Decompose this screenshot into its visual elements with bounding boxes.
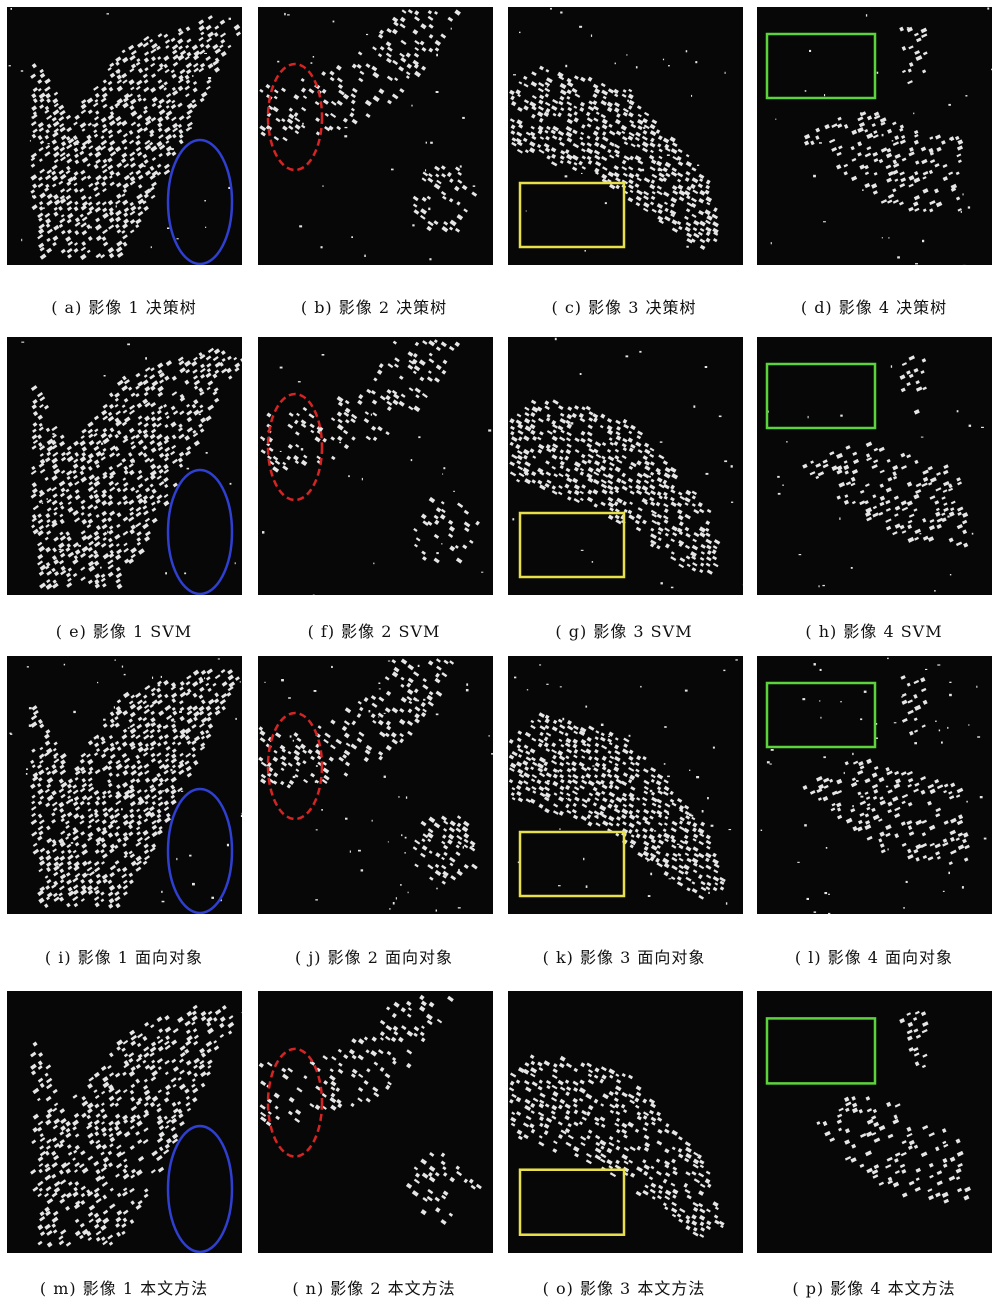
building-pixels [259,339,492,595]
building-pixels [760,657,987,914]
caption-f: ( f) 影像 2 SVM [307,622,441,641]
highlight-ellipse [266,392,324,502]
highlight-ellipse [166,787,234,914]
building-pixels [258,994,482,1225]
result-map [508,659,738,905]
panel-p [757,991,992,1253]
caption-m: ( m) 影像 1 本文方法 [39,1279,209,1298]
panel-i [7,656,242,914]
building-pixels [509,337,743,589]
result-map [8,8,242,265]
building-pixels [508,1054,725,1238]
highlight-ellipse [166,468,234,595]
building-pixels [9,658,242,909]
result-map [258,994,482,1225]
caption-o: ( o) 影像 3 本文方法 [542,1279,706,1298]
highlight-box [765,32,877,100]
caption-e: ( e) 影像 1 SVM [55,622,193,641]
panel-d [757,7,992,265]
result-map [760,657,987,914]
result-map [765,355,984,592]
highlight-ellipse [266,711,324,821]
highlight-ellipse [166,1124,234,1253]
building-pixels [766,355,984,592]
result-map [259,9,478,261]
result-map [509,337,743,589]
building-pixels [770,7,992,265]
caption-l: ( l) 影像 4 面向对象 [794,948,954,967]
building-pixels [508,659,738,905]
panel-c [508,7,743,265]
highlight-box [765,681,877,749]
panel-f [258,337,493,595]
panel-l [757,656,992,914]
panel-e [7,337,242,595]
panel-h [757,337,992,595]
caption-j: ( j) 影像 2 面向对象 [295,948,453,967]
caption-d: ( d) 影像 4 决策树 [800,298,948,317]
result-map [508,1054,725,1238]
panel-o [508,991,743,1253]
caption-n: ( n) 影像 2 本文方法 [292,1279,456,1298]
result-map [509,7,726,252]
caption-h: ( h) 影像 4 SVM [805,622,943,641]
building-pixels [21,341,242,590]
building-pixels [509,7,726,252]
building-pixels [258,658,493,912]
highlight-box [518,511,626,579]
building-pixels [8,8,242,261]
highlight-ellipse [166,138,234,265]
result-map [259,339,492,595]
highlight-box [518,830,626,898]
caption-a: ( a) 影像 1 决策树 [51,298,197,317]
panel-a [7,7,242,265]
highlight-box [765,362,877,430]
building-pixels [816,1010,971,1204]
caption-b: ( b) 影像 2 决策树 [300,298,448,317]
highlight-ellipse [266,62,324,172]
panel-n [258,991,493,1253]
result-map [765,1010,971,1204]
panel-g [508,337,743,595]
caption-p: ( p) 影像 4 本文方法 [792,1279,956,1298]
result-map [9,658,242,914]
result-map [258,658,493,912]
panel-k [508,656,743,914]
panel-m [7,991,242,1253]
panel-j [258,656,493,914]
caption-k: ( k) 影像 3 面向对象 [542,948,706,967]
highlight-box [765,1017,877,1085]
panel-b [258,7,493,265]
result-map [21,341,242,595]
result-map [30,1004,242,1253]
highlight-box [518,1168,626,1236]
highlight-box [518,181,626,249]
building-pixels [259,9,478,261]
caption-i: ( i) 影像 1 面向对象 [44,948,204,967]
caption-c: ( c) 影像 3 决策树 [551,298,697,317]
caption-g: ( g) 影像 3 SVM [555,622,693,641]
result-map [765,7,992,265]
building-pixels [30,1004,242,1248]
highlight-ellipse [266,1047,324,1158]
